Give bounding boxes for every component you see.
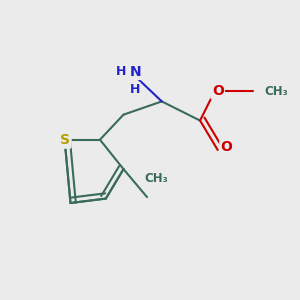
Text: H: H — [130, 83, 140, 96]
Text: H: H — [116, 65, 126, 79]
Text: CH₃: CH₃ — [144, 172, 168, 185]
Text: N: N — [130, 65, 141, 79]
Text: CH₃: CH₃ — [265, 85, 289, 98]
Text: O: O — [220, 140, 232, 154]
Text: S: S — [60, 133, 70, 147]
Text: O: O — [212, 84, 224, 98]
